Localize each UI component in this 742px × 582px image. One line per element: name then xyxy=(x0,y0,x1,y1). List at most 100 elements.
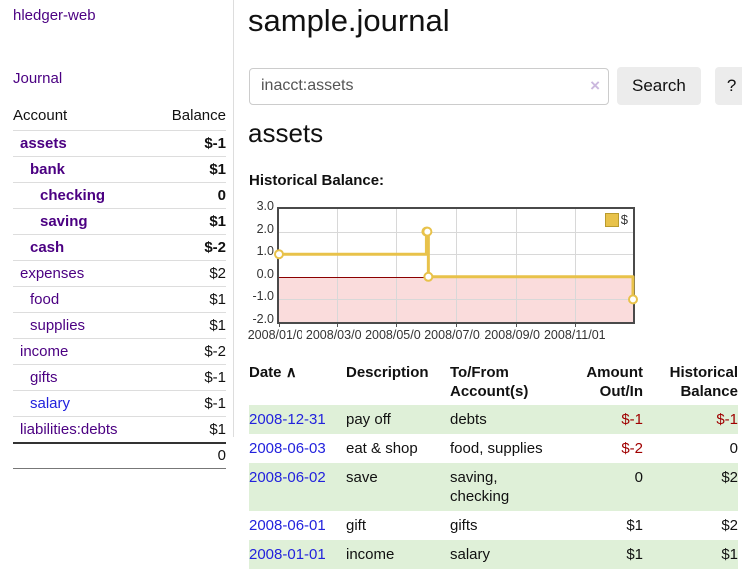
help-button[interactable]: ? xyxy=(714,67,742,105)
account-row: assets $-1 xyxy=(13,130,226,156)
data-point-marker xyxy=(422,226,433,237)
y-axis-tick-label: -1.0 xyxy=(252,289,274,304)
account-row: salary $-1 xyxy=(13,390,226,416)
transaction-amount: $-2 xyxy=(621,440,643,457)
accounts-total-row: 0 xyxy=(13,442,226,469)
transaction-description: gift xyxy=(346,517,367,534)
account-row: income $-2 xyxy=(13,338,226,364)
account-link[interactable]: supplies xyxy=(30,317,86,334)
account-link[interactable]: bank xyxy=(30,161,66,178)
transactions-table-header: Date ∧ Description To/From Account(s) Am… xyxy=(249,361,738,405)
transaction-row: 2008-06-03 eat & shop food, supplies $-2… xyxy=(249,434,738,463)
transaction-amount: 0 xyxy=(634,469,643,486)
account-link[interactable]: income xyxy=(20,343,69,360)
chart-legend: $ xyxy=(604,212,628,227)
transaction-description: save xyxy=(346,469,378,486)
x-axis-tick-label: 2008/09/01 xyxy=(480,328,551,342)
search-input[interactable] xyxy=(249,67,609,105)
transaction-date-link[interactable]: 2008-06-02 xyxy=(249,469,326,486)
account-row: bank $1 xyxy=(13,156,226,182)
gridline-vertical xyxy=(337,209,339,322)
sidebar-divider xyxy=(233,0,234,437)
transaction-date-link[interactable]: 2008-06-01 xyxy=(249,517,326,534)
sidebar-item-journal[interactable]: Journal xyxy=(13,70,63,87)
x-axis-tick-label: 2008/03/01 xyxy=(302,328,373,342)
x-axis-tick-mark xyxy=(396,324,398,327)
account-link[interactable]: saving xyxy=(40,213,88,230)
gridline-vertical xyxy=(396,209,398,322)
data-point-marker xyxy=(423,271,434,282)
account-row: checking 0 xyxy=(13,182,226,208)
transaction-amount: $1 xyxy=(626,546,643,563)
transaction-row: 2008-01-01 income salary $1 $1 xyxy=(249,540,738,569)
y-axis-tick-label: 1.0 xyxy=(256,244,274,259)
transaction-date-link[interactable]: 2008-12-31 xyxy=(249,411,326,428)
account-row: saving $1 xyxy=(13,208,226,234)
account-link[interactable]: cash xyxy=(30,239,65,256)
account-balance: 0 xyxy=(217,187,226,204)
search-button[interactable]: Search xyxy=(617,67,701,105)
account-link[interactable]: food xyxy=(30,291,60,308)
y-axis-tick-label: 0.0 xyxy=(256,266,274,281)
account-row: cash $-2 xyxy=(13,234,226,260)
account-link[interactable]: salary xyxy=(30,395,71,412)
transaction-balance: $1 xyxy=(721,546,738,563)
header-date[interactable]: Date ∧ xyxy=(249,364,297,381)
account-row: expenses $2 xyxy=(13,260,226,286)
y-axis-tick-label: 2.0 xyxy=(256,221,274,236)
account-balance: $1 xyxy=(209,317,226,334)
transaction-amount: $-1 xyxy=(621,411,643,428)
page-title: sample.journal xyxy=(248,3,450,38)
account-row: supplies $1 xyxy=(13,312,226,338)
account-row: gifts $-1 xyxy=(13,364,226,390)
x-axis-tick-label: 2008/01/01 xyxy=(244,328,314,342)
x-axis-tick-mark xyxy=(279,324,280,327)
transaction-date-link[interactable]: 2008-01-01 xyxy=(249,546,326,563)
transaction-accounts: food, supplies xyxy=(450,440,543,457)
transaction-description: pay off xyxy=(346,411,391,428)
account-balance: $1 xyxy=(209,161,226,178)
sort-ascending-icon: ∧ xyxy=(285,364,297,381)
x-axis-tick-mark xyxy=(337,324,339,327)
app-title[interactable]: hledger-web xyxy=(13,7,96,24)
account-link[interactable]: checking xyxy=(40,187,106,204)
clear-search-icon[interactable]: × xyxy=(590,75,600,95)
account-link[interactable]: assets xyxy=(20,135,67,152)
transaction-accounts: gifts xyxy=(450,517,478,534)
data-point-marker xyxy=(274,249,284,260)
header-tofrom-accounts: To/From Account(s) xyxy=(450,364,529,400)
transactions-table: Date ∧ Description To/From Account(s) Am… xyxy=(249,361,738,569)
x-axis-tick-label: 2008/05/01 xyxy=(361,328,432,342)
transaction-accounts: saving, checking xyxy=(450,469,510,505)
search-input-wrap: × xyxy=(249,67,609,105)
transaction-amount: $1 xyxy=(626,517,643,534)
historical-balance-chart: $ 3.0 2.0 1.0 0.0 -1.0 -2.0 2008/01/01 2008/03/… xyxy=(244,195,742,357)
gridline-vertical xyxy=(515,209,517,322)
account-link[interactable]: gifts xyxy=(30,369,58,386)
search-bar: × Search ? xyxy=(249,67,742,105)
y-axis-tick-label: 3.0 xyxy=(256,199,274,213)
y-axis-tick-label: -2.0 xyxy=(252,312,274,326)
chart-plot-area: $ xyxy=(274,207,638,324)
transaction-accounts: debts xyxy=(450,411,487,428)
account-balance: $-1 xyxy=(204,395,226,412)
x-axis-tick-mark xyxy=(515,324,517,327)
account-balance: $1 xyxy=(209,291,226,308)
accounts-header-account: Account xyxy=(13,107,68,124)
legend-label: $ xyxy=(620,212,628,227)
account-link[interactable]: expenses xyxy=(20,265,85,282)
transaction-date-link[interactable]: 2008-06-03 xyxy=(249,440,326,457)
account-balance: $-1 xyxy=(204,369,226,386)
account-link[interactable]: liabilities:debts xyxy=(20,421,118,438)
transaction-balance: 0 xyxy=(729,440,738,457)
x-axis-tick-label: 2008/07/01 xyxy=(420,328,491,342)
transaction-balance: $2 xyxy=(721,469,738,486)
balance-line-series xyxy=(274,226,638,305)
transaction-description: income xyxy=(346,546,395,563)
transaction-balance: $-1 xyxy=(716,411,738,428)
transaction-description: eat & shop xyxy=(346,440,418,457)
gridline-vertical xyxy=(574,209,576,322)
account-balance: $2 xyxy=(209,265,226,282)
header-historical-balance: Historical Balance xyxy=(669,364,738,400)
